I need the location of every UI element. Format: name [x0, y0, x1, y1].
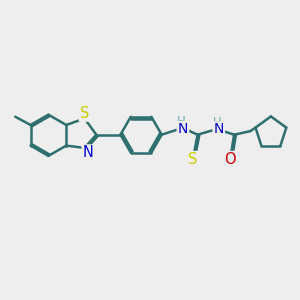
Text: H: H: [177, 115, 186, 128]
Text: O: O: [224, 152, 236, 167]
Text: S: S: [188, 152, 198, 167]
Text: N: N: [178, 122, 188, 136]
Text: S: S: [80, 106, 89, 121]
Text: N: N: [214, 122, 224, 136]
Text: H: H: [213, 116, 222, 128]
Text: N: N: [82, 146, 94, 160]
